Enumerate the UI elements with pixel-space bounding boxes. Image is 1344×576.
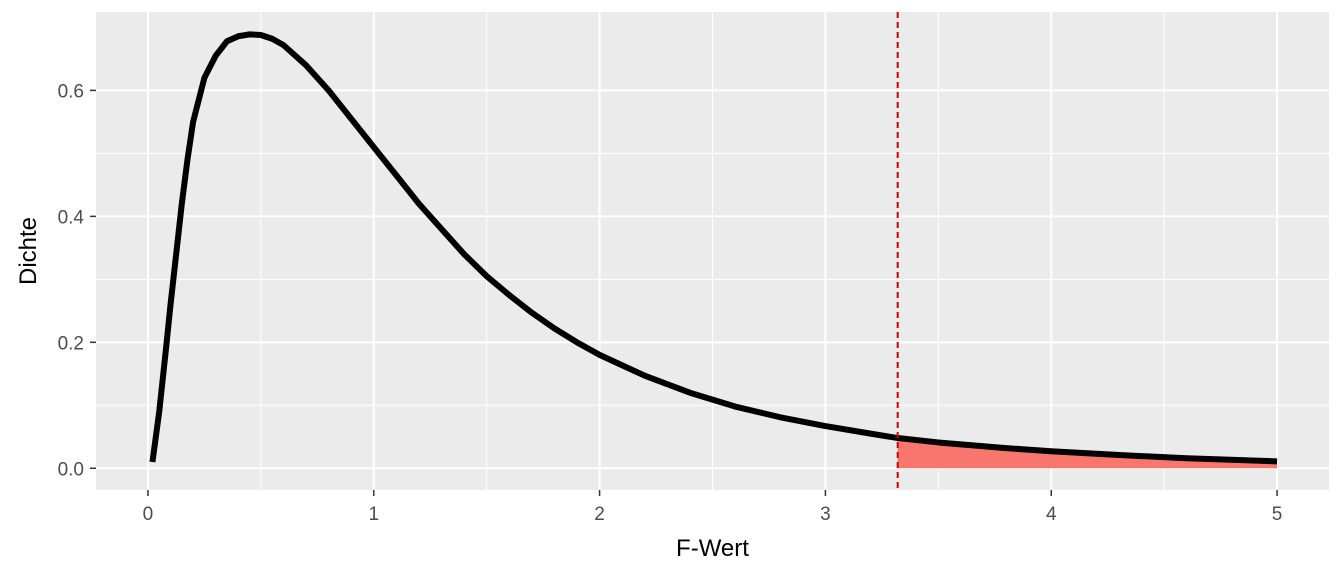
x-tick-label: 5 — [1272, 504, 1283, 525]
x-tick-label: 3 — [820, 504, 831, 525]
minor-gridlines — [96, 12, 1329, 490]
y-axis-ticks: 0.0 0.2 0.4 0.6 — [58, 81, 96, 480]
y-tick-label: 0.4 — [58, 207, 85, 228]
density-curve — [149, 31, 1278, 465]
x-axis-title: F-Wert — [676, 535, 749, 562]
x-tick-label: 0 — [143, 504, 154, 525]
x-axis-ticks: 0 1 2 3 4 5 — [143, 490, 1283, 525]
x-tick-label: 4 — [1046, 504, 1057, 525]
y-axis-title: Dichte — [15, 217, 42, 285]
x-tick-label: 2 — [594, 504, 605, 525]
y-tick-label: 0.0 — [58, 459, 84, 480]
major-gridlines — [96, 12, 1329, 490]
x-tick-label: 1 — [368, 504, 379, 525]
y-tick-label: 0.2 — [58, 333, 84, 354]
y-tick-label: 0.6 — [58, 81, 84, 102]
